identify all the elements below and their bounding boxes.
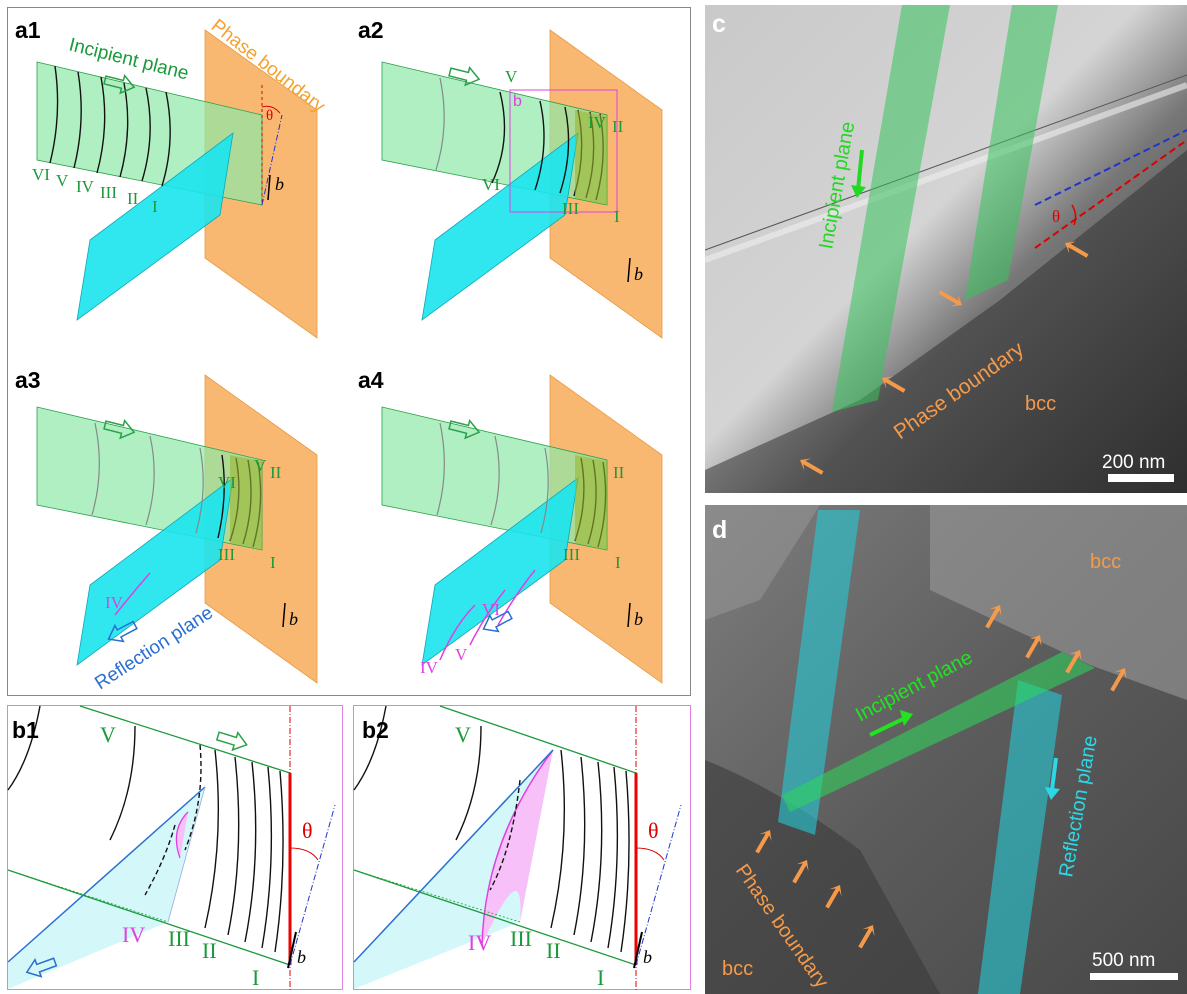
numeral: II bbox=[546, 938, 561, 963]
burgers-label: b bbox=[297, 947, 306, 967]
numeral: V bbox=[455, 645, 468, 664]
numeral: II bbox=[127, 189, 139, 208]
numeral: V bbox=[505, 67, 518, 86]
numeral: I bbox=[615, 553, 621, 572]
scale-bar-label: 500 nm bbox=[1092, 950, 1155, 971]
panel-label: a1 bbox=[15, 17, 41, 43]
numeral: IV bbox=[588, 113, 607, 132]
burgers-label: b bbox=[289, 609, 298, 629]
numeral: V bbox=[254, 456, 267, 475]
numeral: I bbox=[614, 207, 620, 226]
burgers-label: b bbox=[634, 609, 643, 629]
tem-image-c bbox=[705, 5, 1187, 493]
numeral: V bbox=[455, 722, 471, 747]
numeral: VI bbox=[482, 600, 500, 619]
panel-label: c bbox=[712, 10, 726, 38]
numeral: IV bbox=[122, 922, 145, 947]
numeral: II bbox=[202, 938, 217, 963]
bcc-label: bcc bbox=[1025, 393, 1056, 415]
numeral: VI bbox=[32, 165, 50, 184]
numeral: IV bbox=[420, 658, 439, 677]
burgers-label: b bbox=[275, 174, 284, 194]
scale-bar bbox=[1108, 474, 1174, 482]
numeral: V bbox=[56, 171, 69, 190]
numeral: III bbox=[562, 199, 579, 218]
numeral: IV bbox=[468, 930, 491, 955]
numeral: III bbox=[168, 926, 190, 951]
numeral: III bbox=[563, 545, 580, 564]
bcc-label: bcc bbox=[1090, 551, 1121, 573]
numeral: I bbox=[597, 965, 604, 990]
burgers-label: b bbox=[643, 947, 652, 967]
numeral: IV bbox=[105, 593, 124, 612]
theta: θ bbox=[302, 818, 313, 843]
numeral: V bbox=[100, 722, 116, 747]
numeral: IV bbox=[76, 177, 95, 196]
panel-label: b1 bbox=[12, 717, 39, 743]
numeral: III bbox=[218, 545, 235, 564]
panel-label: a3 bbox=[15, 367, 41, 393]
scale-bar-label: 200 nm bbox=[1102, 452, 1165, 473]
numeral: III bbox=[510, 926, 532, 951]
figure: a1 Incipient plane Phase boundary θ b VI… bbox=[0, 0, 1187, 994]
panel-label: a4 bbox=[358, 367, 384, 393]
panel-label: b2 bbox=[362, 717, 389, 743]
numeral: I bbox=[152, 197, 158, 216]
panel-label: d bbox=[712, 516, 727, 544]
theta: θ bbox=[266, 108, 273, 124]
numeral: I bbox=[252, 965, 259, 990]
panel-label: a2 bbox=[358, 17, 384, 43]
box-label: b bbox=[513, 93, 522, 110]
numeral: III bbox=[100, 183, 117, 202]
numeral: II bbox=[270, 463, 282, 482]
numeral: II bbox=[612, 117, 624, 136]
numeral: VI bbox=[482, 175, 500, 194]
theta: θ bbox=[1052, 207, 1060, 226]
scale-bar bbox=[1090, 973, 1178, 980]
numeral: VI bbox=[218, 473, 236, 492]
burgers-label: b bbox=[634, 264, 643, 284]
bcc-label: bcc bbox=[722, 958, 753, 980]
theta: θ bbox=[648, 818, 659, 843]
numeral: I bbox=[270, 553, 276, 572]
numeral: II bbox=[613, 463, 625, 482]
